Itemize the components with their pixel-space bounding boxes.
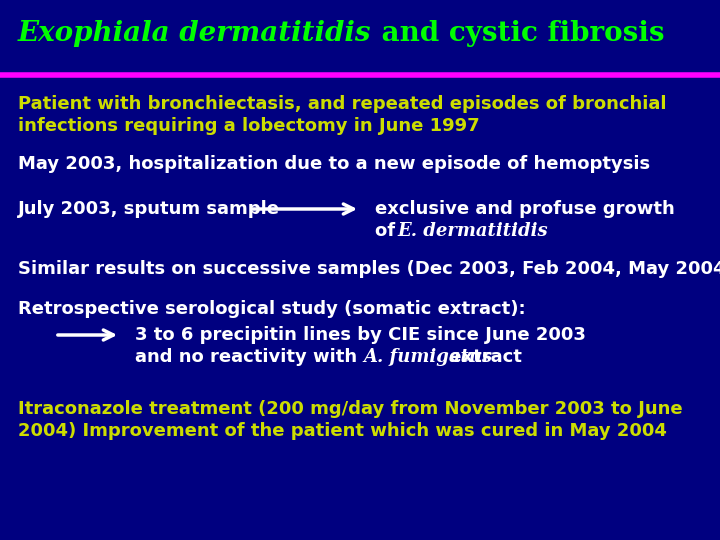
Text: Similar results on successive samples (Dec 2003, Feb 2004, May 2004): Similar results on successive samples (D… (18, 260, 720, 278)
Text: infections requiring a lobectomy in June 1997: infections requiring a lobectomy in June… (18, 117, 480, 135)
Text: of: of (375, 222, 401, 240)
Text: and cystic fibrosis: and cystic fibrosis (372, 20, 664, 47)
Text: Patient with bronchiectasis, and repeated episodes of bronchial: Patient with bronchiectasis, and repeate… (18, 95, 667, 113)
Text: 3 to 6 precipitin lines by CIE since June 2003: 3 to 6 precipitin lines by CIE since Jun… (135, 326, 586, 344)
Text: and no reactivity with: and no reactivity with (135, 348, 364, 366)
Text: A. fumigatus: A. fumigatus (364, 348, 492, 366)
Text: May 2003, hospitalization due to a new episode of hemoptysis: May 2003, hospitalization due to a new e… (18, 155, 650, 173)
Text: July 2003, sputum sample: July 2003, sputum sample (18, 200, 280, 218)
Text: Exophiala dermatitidis: Exophiala dermatitidis (18, 20, 372, 47)
Text: E. dermatitidis: E. dermatitidis (397, 222, 548, 240)
Text: Retrospective serological study (somatic extract):: Retrospective serological study (somatic… (18, 300, 526, 318)
Text: Itraconazole treatment (200 mg/day from November 2003 to June: Itraconazole treatment (200 mg/day from … (18, 400, 683, 418)
Text: exclusive and profuse growth: exclusive and profuse growth (375, 200, 675, 218)
Text: extract: extract (444, 348, 522, 366)
Text: and no reactivity with: and no reactivity with (135, 348, 364, 366)
Text: 2004) Improvement of the patient which was cured in May 2004: 2004) Improvement of the patient which w… (18, 422, 667, 440)
